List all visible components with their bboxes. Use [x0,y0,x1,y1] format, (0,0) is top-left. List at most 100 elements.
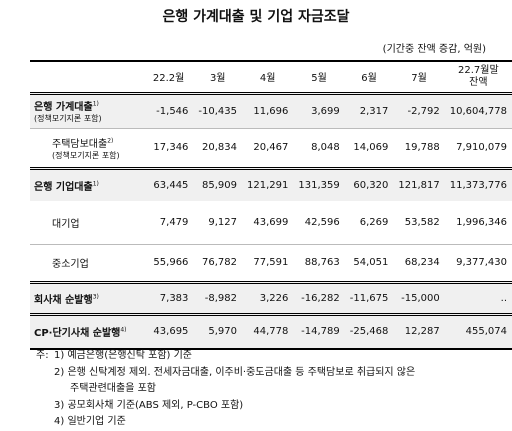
cell-value: 85,909 [193,168,243,201]
header-cell: 7월 [411,73,427,85]
row-title: 중소기업 [52,259,89,270]
cell-value: 12,287 [393,314,445,349]
cell-value: 121,817 [393,168,445,201]
row-label: 은행 기업대출1) [30,168,144,201]
note-line: 2) 은행 신탁계정 제외. 전세자금대출, 이주비·중도금대출 등 주택담보로… [36,365,415,382]
row-title: CP·단기사채 순발행 [34,328,121,340]
header-line: 22.7월말 [458,64,499,76]
note-text: 주택관련대출을 포함 [70,383,156,394]
row-label: 은행 가계대출1) (정책모기지론 포함) [30,93,144,128]
unit: (기간중 잔액 증감, 억원) [382,44,486,55]
cell-value: 8,048 [311,142,340,153]
title: 은행 가계대출 및 기업 자금조달 [162,9,350,25]
header-cell: 22.7월말 잔액 [445,61,512,93]
notes: 주: 1) 예금은행(은행신탁 포함) 기준 2) 은행 신탁계정 제외. 전세자금… [36,348,415,431]
row-subtitle: (정책모기지론 포함) [34,114,102,123]
row-subtitle: (정책모기지론 포함) [52,150,120,160]
cell-value: 10,604,778 [444,93,512,128]
footnote-ref: 1) [92,180,99,188]
table-row: CP·단기사채 순발행4) 43,695 5,970 44,778 -14,789 -25… [30,314,512,349]
cell-value: 5,970 [193,314,243,349]
cell-value: 20,834 [202,142,238,153]
cell-value: -15,000 [393,282,445,314]
note-text: 1) 예금은행(은행신탁 포함) 기준 [54,350,193,361]
cell-value: 9,127 [208,216,238,228]
cell-value: 121,291 [242,168,294,201]
cell-value: 7,383 [143,282,194,314]
cell-value: 43,695 [143,314,194,349]
row-title: 은행 기업대출 [34,181,93,193]
header-cell: 3월 [209,73,226,85]
cell-value: 11,373,776 [444,168,512,201]
note-text: 3) 공모회사채 기준(ABS 제외, P-CBO 포함) [54,399,244,411]
header-line: 잔액 [469,76,488,88]
row-title: 주택담보대출 [52,138,108,150]
note-line: 3) 공모회사채 기준(ABS 제외, P-CBO 포함) [36,398,415,415]
cell-value: 3,699 [293,93,345,128]
row-label: 주택담보대출2) (정책모기지론 포함) [30,128,144,168]
cell-value: -25,468 [344,314,394,349]
footnote-ref: 2) [107,137,114,145]
cell-value: 63,445 [143,168,194,201]
cell-value: 68,234 [404,257,440,268]
row-label: 대기업 [30,201,144,244]
cell-value: 14,069 [353,142,389,153]
cell-value: 77,591 [253,257,289,268]
table-row: 대기업 7,479 9,127 43,699 42,596 6,269 53,582 1,99… [30,201,512,244]
row-label: 중소기업 [30,244,144,282]
cell-value: 19,788 [404,142,440,153]
cell-value: 7,910,079 [456,142,507,153]
cell-value: -14,789 [293,314,345,349]
header-cell: 4월 [259,73,276,85]
cell-value: 3,226 [242,282,294,314]
table-row: 은행 기업대출1) 63,445 85,909 121,291 131,359 60,32… [30,168,512,201]
cell-value: 2,317 [344,93,394,128]
cell-value: 17,346 [153,142,189,153]
cell-value: -1,546 [143,93,194,128]
cell-value: 6,269 [359,216,389,228]
footnote-ref: 1) [92,100,99,108]
cell-value: -2,792 [393,93,445,128]
note-line: 4) 일반기업 기준 [36,414,415,431]
note-text: 4) 일반기업 기준 [54,416,126,427]
cell-value: 43,699 [253,216,289,228]
cell-value: 1,996,346 [456,216,507,228]
cell-value: 131,359 [293,168,345,201]
cell-value: -11,675 [344,282,394,314]
table-row: 회사채 순발행3) 7,383 -8,982 3,226 -16,282 -11,675-… [30,282,512,314]
header-cell [30,61,144,93]
cell-value: -16,282 [293,282,345,314]
cell-value: 53,582 [404,216,440,228]
footnote-ref: 3) [92,293,99,301]
cell-value: -10,435 [193,93,243,128]
cell-value: 60,320 [344,168,394,201]
table-row: 주택담보대출2) (정책모기지론 포함) 17,346 20,834 20,467 8,0… [30,128,512,168]
row-title: 회사채 순발행 [34,294,93,306]
cell-value: 44,778 [242,314,294,349]
footnote-ref: 4) [120,326,127,334]
table-row: 중소기업 55,966 76,782 77,591 88,763 54,051 68,234… [30,244,512,282]
cell-value: 76,782 [202,257,238,268]
row-label: 회사채 순발행3) [30,282,144,314]
cell-value: 11,696 [242,93,294,128]
cell-value: .. [444,282,512,314]
table-row: 은행 가계대출1) (정책모기지론 포함) -1,546 -10,435 11,696 3… [30,93,512,128]
row-label: CP·단기사채 순발행4) [30,314,144,349]
cell-value: 42,596 [304,216,340,228]
cell-value: 54,051 [353,257,389,268]
cell-value: 88,763 [304,257,340,268]
cell-value: 9,377,430 [456,257,507,268]
cell-value: -8,982 [193,282,243,314]
table: 22.2월 3월 4월 5월 6월 7월 22.7월말 잔액 은행 가계대출1) (정책모기지론 … [30,60,512,350]
note-line: 주택관련대출을 포함 [36,381,415,398]
header-cell: 6월 [361,73,377,85]
cell-value: 455,074 [444,314,512,349]
header-cell: 22.2월 [152,73,185,85]
note-text: 2) 은행 신탁계정 제외. 전세자금대출, 이주비·중도금대출 등 주택담보로… [54,366,416,378]
note-prefix: 주: [36,350,49,361]
cell-value: 55,966 [153,257,189,268]
cell-value: 7,479 [159,216,189,228]
row-title: 대기업 [52,218,80,230]
cell-value: 20,467 [253,142,289,153]
